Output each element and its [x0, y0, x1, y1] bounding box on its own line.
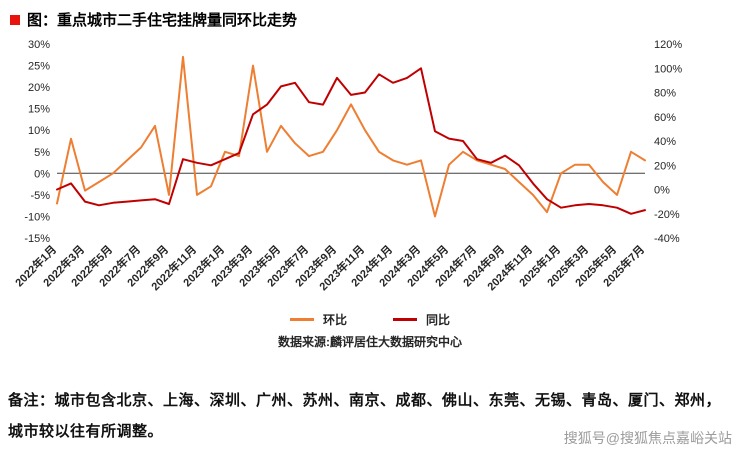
right-axis-tick: -40% [654, 233, 680, 245]
right-axis-tick: 120% [654, 39, 682, 51]
watermark: 搜狐号@搜狐焦点嘉峪关站 [563, 430, 732, 446]
line-同比 [56, 67, 646, 215]
left-axis-tick: -10% [24, 211, 50, 223]
left-axis-tick: 15% [28, 104, 50, 116]
right-axis-tick: 60% [654, 112, 676, 124]
left-axis-tick: 20% [28, 82, 50, 94]
left-axis-tick: 5% [34, 147, 50, 159]
left-axis-tick: 0% [34, 168, 50, 180]
right-axis-tick: -20% [654, 209, 680, 221]
legend-label-yoy: 同比 [426, 313, 451, 327]
trend-chart: 30% 25% 20% 15% 10% 5% 0% -5% -10% -15% 120% 100% 80… [12, 39, 682, 293]
data-source: 数据来源:麟评居住大数据研究中心 [278, 335, 462, 349]
right-axis-tick: 100% [654, 63, 682, 75]
legend-item-yoy: 同比 [393, 311, 450, 328]
left-axis-tick: 25% [28, 61, 50, 73]
left-axis-tick: 10% [28, 125, 50, 137]
right-axis-tick: 20% [654, 160, 676, 172]
chart-title: 图：重点城市二手住宅挂牌量同环比走势 [27, 12, 298, 29]
legend-item-mom: 环比 [289, 311, 347, 328]
left-axis-tick: -15% [24, 233, 50, 245]
chart-header: 图：重点城市二手住宅挂牌量同环比走势 [10, 9, 297, 30]
red-square-bullet [10, 14, 20, 25]
right-axis-tick: 80% [654, 88, 676, 100]
right-axis-tick: 0% [654, 185, 670, 197]
line-环比 [56, 55, 646, 218]
legend-line-mom-icon [289, 318, 314, 321]
legend-label-mom: 环比 [322, 313, 347, 327]
legend-line-yoy-icon [393, 318, 417, 321]
right-axis-tick: 40% [654, 136, 676, 148]
left-axis-tick: -5% [30, 190, 50, 202]
footnote: 备注：城市包含北京、上海、深圳、广州、苏州、南京、成都、佛山、东莞、无锡、青岛、… [8, 392, 722, 440]
left-axis-tick: 30% [28, 39, 50, 51]
chart-legend: 环比 同比 [0, 311, 740, 328]
